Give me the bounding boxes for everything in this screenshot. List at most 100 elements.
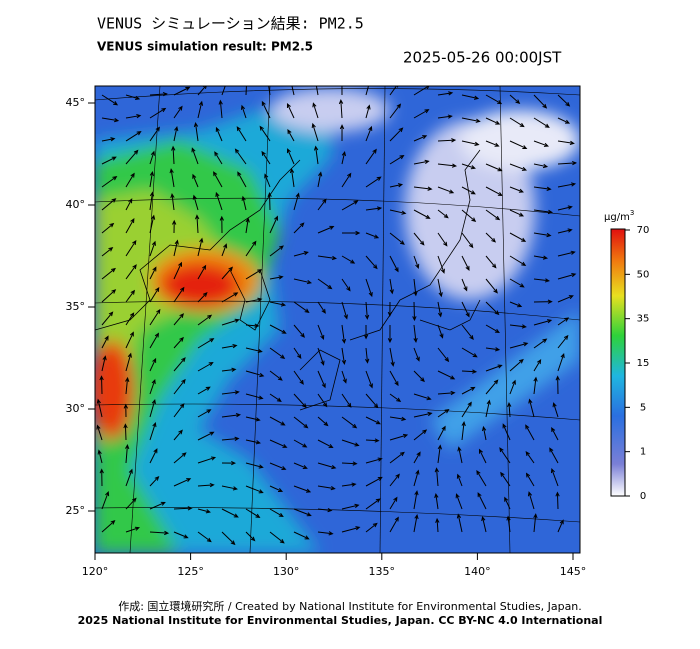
wind-arrow xyxy=(293,192,300,211)
wind-arrow xyxy=(99,375,104,395)
wind-arrow xyxy=(125,352,132,372)
wind-arrow xyxy=(221,292,239,303)
wind-arrow xyxy=(365,104,371,119)
wind-arrow xyxy=(317,393,328,408)
wind-arrow xyxy=(557,295,574,303)
field-white-north xyxy=(270,88,390,132)
wind-arrow xyxy=(365,206,383,211)
wind-arrow xyxy=(125,198,133,211)
wind-arrow xyxy=(365,438,380,443)
wind-arrow xyxy=(485,94,503,105)
wind-arrow xyxy=(389,451,405,464)
wind-arrow xyxy=(245,439,261,445)
wind-arrow xyxy=(485,140,500,147)
wind-arrow xyxy=(485,324,500,334)
wind-arrow xyxy=(413,86,430,96)
wind-arrow xyxy=(485,278,498,294)
wind-arrow xyxy=(555,375,560,395)
wind-arrow xyxy=(461,117,481,123)
wind-arrow xyxy=(269,485,284,492)
wind-arrow xyxy=(269,508,284,518)
wind-arrow xyxy=(221,413,242,418)
wind-arrow xyxy=(125,172,135,188)
wind-arrow xyxy=(341,278,351,292)
wind-arrow xyxy=(509,324,527,329)
wind-arrow xyxy=(509,117,525,128)
wind-arrow xyxy=(221,460,237,466)
wind-arrow xyxy=(173,357,186,372)
wind-arrow xyxy=(101,491,110,510)
wind-arrow xyxy=(481,515,487,533)
wind-arrow xyxy=(193,122,199,142)
wind-arrow xyxy=(389,183,404,188)
wind-arrow xyxy=(437,209,449,219)
wind-arrow xyxy=(485,347,501,352)
wind-arrow xyxy=(437,255,445,274)
wind-arrow xyxy=(317,301,326,314)
wind-arrow xyxy=(269,275,284,280)
lat-line xyxy=(95,300,580,321)
wind-arrow xyxy=(125,331,134,349)
wind-arrow xyxy=(485,186,503,197)
wind-arrow xyxy=(533,186,552,191)
lat-label: 45° xyxy=(66,96,86,109)
lat-label: 25° xyxy=(66,504,86,517)
wind-arrow xyxy=(245,462,264,469)
wind-arrow xyxy=(533,117,550,128)
wind-arrow xyxy=(413,513,419,533)
wind-arrow xyxy=(413,209,431,219)
wind-arrow xyxy=(365,457,383,464)
wind-arrow xyxy=(389,127,404,142)
wind-arrow xyxy=(171,145,176,165)
credit: 作成: 国立環境研究所 / Created by National Instit… xyxy=(118,599,582,613)
wind-arrow xyxy=(149,357,157,372)
wind-arrow xyxy=(341,172,352,188)
wind-arrow xyxy=(197,508,211,514)
wind-arrow xyxy=(549,447,559,464)
wind-arrow xyxy=(461,386,476,395)
wind-arrow xyxy=(476,469,487,487)
lat-label: 40° xyxy=(66,198,86,211)
wind-arrow xyxy=(317,278,333,290)
wind-arrow xyxy=(412,301,417,322)
wind-arrow xyxy=(149,475,160,487)
wind-arrow xyxy=(341,370,347,384)
wind-arrow xyxy=(173,286,185,303)
wind-arrow xyxy=(245,347,263,353)
wind-arrow xyxy=(413,347,420,362)
wind-arrow xyxy=(197,531,212,543)
wind-arrow xyxy=(125,94,141,101)
wind-arrow xyxy=(286,102,295,119)
colorbar-label: 50 xyxy=(637,269,650,280)
wind-arrow xyxy=(191,147,199,165)
wind-arrow xyxy=(192,173,199,188)
wind-arrow xyxy=(500,471,511,487)
wind-arrow xyxy=(413,135,428,142)
wind-arrow xyxy=(365,370,373,389)
wind-arrow xyxy=(437,425,446,441)
wind-arrow xyxy=(551,426,559,441)
map-field xyxy=(95,86,580,553)
wind-arrow xyxy=(197,264,207,280)
wind-arrow xyxy=(509,278,525,288)
wind-arrow xyxy=(125,312,135,326)
wind-arrow xyxy=(245,531,256,542)
wind-arrow xyxy=(557,228,573,234)
wind-arrow xyxy=(456,513,463,533)
wind-arrow xyxy=(149,91,168,97)
lon-label: 145° xyxy=(560,565,587,578)
wind-arrow xyxy=(557,94,571,107)
wind-arrow xyxy=(293,439,308,448)
wind-arrow xyxy=(506,515,511,533)
wind-arrow xyxy=(527,491,535,510)
wind-arrow xyxy=(125,239,137,257)
map-frame xyxy=(94,85,581,554)
wind-arrow xyxy=(387,301,393,317)
wind-arrow xyxy=(149,214,156,234)
wind-arrow xyxy=(485,255,497,269)
wind-arrow xyxy=(555,491,560,510)
wind-arrow xyxy=(173,126,179,142)
wind-arrow xyxy=(269,462,287,471)
wind-arrow xyxy=(293,301,310,313)
wind-arrow xyxy=(293,278,313,285)
